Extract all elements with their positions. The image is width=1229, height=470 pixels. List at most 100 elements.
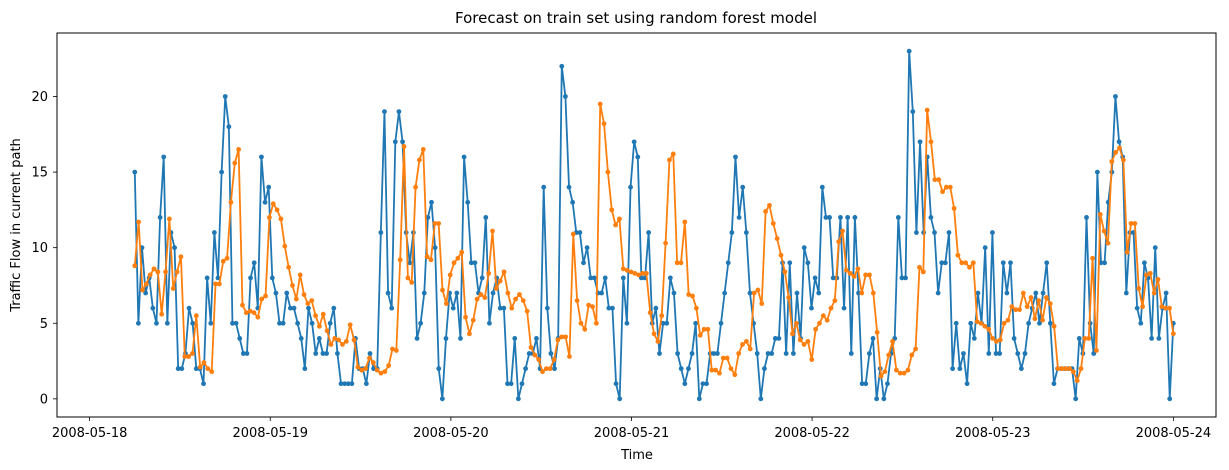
series-2-point bbox=[863, 272, 869, 278]
series-2-point bbox=[994, 339, 999, 344]
series-2-point bbox=[278, 216, 284, 222]
series-2-point bbox=[917, 264, 922, 270]
series-2-point bbox=[1028, 295, 1034, 300]
series-1-point bbox=[1116, 139, 1122, 145]
series-2-point bbox=[620, 266, 626, 272]
series-2-point bbox=[270, 201, 276, 207]
series-2-point bbox=[451, 260, 457, 266]
series-2-point bbox=[159, 311, 165, 317]
series-1-point bbox=[783, 351, 789, 356]
series-1-point bbox=[986, 351, 992, 356]
series-1-point bbox=[512, 335, 518, 341]
series-1-point bbox=[418, 320, 424, 326]
series-2-point bbox=[986, 326, 992, 332]
series-2-point bbox=[820, 313, 826, 319]
series-2-point bbox=[1120, 157, 1126, 163]
series-1-point bbox=[450, 305, 456, 311]
series-1-point bbox=[1044, 260, 1050, 266]
series-2-point bbox=[305, 301, 311, 307]
series-2-point bbox=[1109, 159, 1115, 164]
series-2-point bbox=[355, 364, 361, 370]
series-1-point bbox=[378, 230, 384, 235]
series-2-point bbox=[440, 287, 445, 293]
series-1-point bbox=[1073, 396, 1079, 402]
series-2-point bbox=[817, 320, 822, 326]
series-1-point bbox=[563, 94, 568, 99]
series-1-point bbox=[602, 275, 608, 281]
x-tick-label: 2008-05-20 bbox=[413, 426, 489, 441]
series-1-point bbox=[505, 381, 510, 387]
series-1-point bbox=[287, 305, 293, 311]
series-2-point bbox=[636, 272, 642, 278]
series-2-point bbox=[140, 287, 145, 293]
series-2-point bbox=[578, 320, 584, 326]
y-tick-label: 0 bbox=[40, 392, 48, 407]
series-1-point bbox=[631, 139, 637, 145]
series-2-point bbox=[874, 329, 880, 335]
series-2-point bbox=[1097, 212, 1103, 217]
series-2-point bbox=[428, 257, 434, 263]
series-2-point bbox=[740, 342, 745, 347]
series-2-point bbox=[605, 169, 611, 175]
series-2-point bbox=[347, 322, 353, 328]
series-1-point bbox=[295, 320, 301, 326]
series-2-point bbox=[870, 290, 876, 296]
series-1-point bbox=[635, 154, 641, 160]
series-1-point bbox=[823, 215, 829, 220]
series-2-point bbox=[359, 367, 365, 373]
series-2-point bbox=[774, 236, 780, 242]
series-1-point bbox=[762, 366, 767, 372]
series-1-point bbox=[725, 260, 731, 266]
series-1-point bbox=[436, 366, 442, 372]
series-2-point bbox=[220, 258, 226, 264]
series-1-point bbox=[917, 139, 923, 145]
series-1-point bbox=[1076, 335, 1082, 341]
series-1-point bbox=[559, 63, 565, 69]
series-2-point bbox=[1078, 366, 1084, 372]
series-1 bbox=[132, 48, 1176, 402]
y-tick-label: 20 bbox=[31, 90, 48, 105]
series-2-point bbox=[920, 269, 926, 275]
series-2-point bbox=[1009, 304, 1015, 310]
series-1-point bbox=[1123, 290, 1129, 296]
series-2-point bbox=[663, 240, 668, 246]
series-1-point bbox=[237, 335, 243, 341]
series-1-point bbox=[863, 381, 869, 387]
series-2-point bbox=[401, 143, 407, 149]
series-2-point bbox=[790, 331, 795, 337]
series-1-point bbox=[606, 305, 612, 311]
series-1-point bbox=[396, 109, 402, 115]
series-1-point bbox=[1094, 169, 1100, 175]
series-2-point bbox=[582, 326, 588, 332]
series-2-point bbox=[443, 301, 449, 307]
series-2-point bbox=[890, 339, 895, 344]
series-1-point bbox=[617, 396, 623, 402]
series-1-point bbox=[132, 169, 138, 175]
series-1-point bbox=[942, 260, 948, 266]
series-2-point bbox=[778, 252, 784, 258]
series-2-point bbox=[628, 269, 634, 275]
series-1-point bbox=[266, 184, 272, 190]
series-1-point bbox=[479, 275, 485, 281]
series-2-point bbox=[901, 370, 907, 376]
series-2-point bbox=[1074, 378, 1080, 384]
series-1-point bbox=[309, 320, 315, 326]
series-2-point bbox=[747, 346, 753, 352]
series-1-point bbox=[722, 290, 728, 296]
series-2-point bbox=[667, 157, 672, 163]
series-1-point bbox=[508, 381, 514, 387]
series-2-point bbox=[982, 323, 988, 329]
series-2-point bbox=[528, 345, 534, 350]
series-2-point bbox=[928, 139, 934, 145]
series-1-point bbox=[302, 366, 308, 372]
series-2-point bbox=[659, 313, 665, 319]
series-2-point bbox=[1094, 348, 1099, 353]
series-1-point bbox=[534, 335, 539, 341]
series-1-point bbox=[765, 351, 771, 356]
series-1-point bbox=[682, 381, 688, 387]
series-1-point bbox=[885, 381, 890, 387]
series-2-point bbox=[693, 305, 699, 311]
series-2-point bbox=[705, 326, 711, 332]
series-1-point bbox=[743, 230, 749, 235]
series-1-point bbox=[443, 335, 449, 341]
